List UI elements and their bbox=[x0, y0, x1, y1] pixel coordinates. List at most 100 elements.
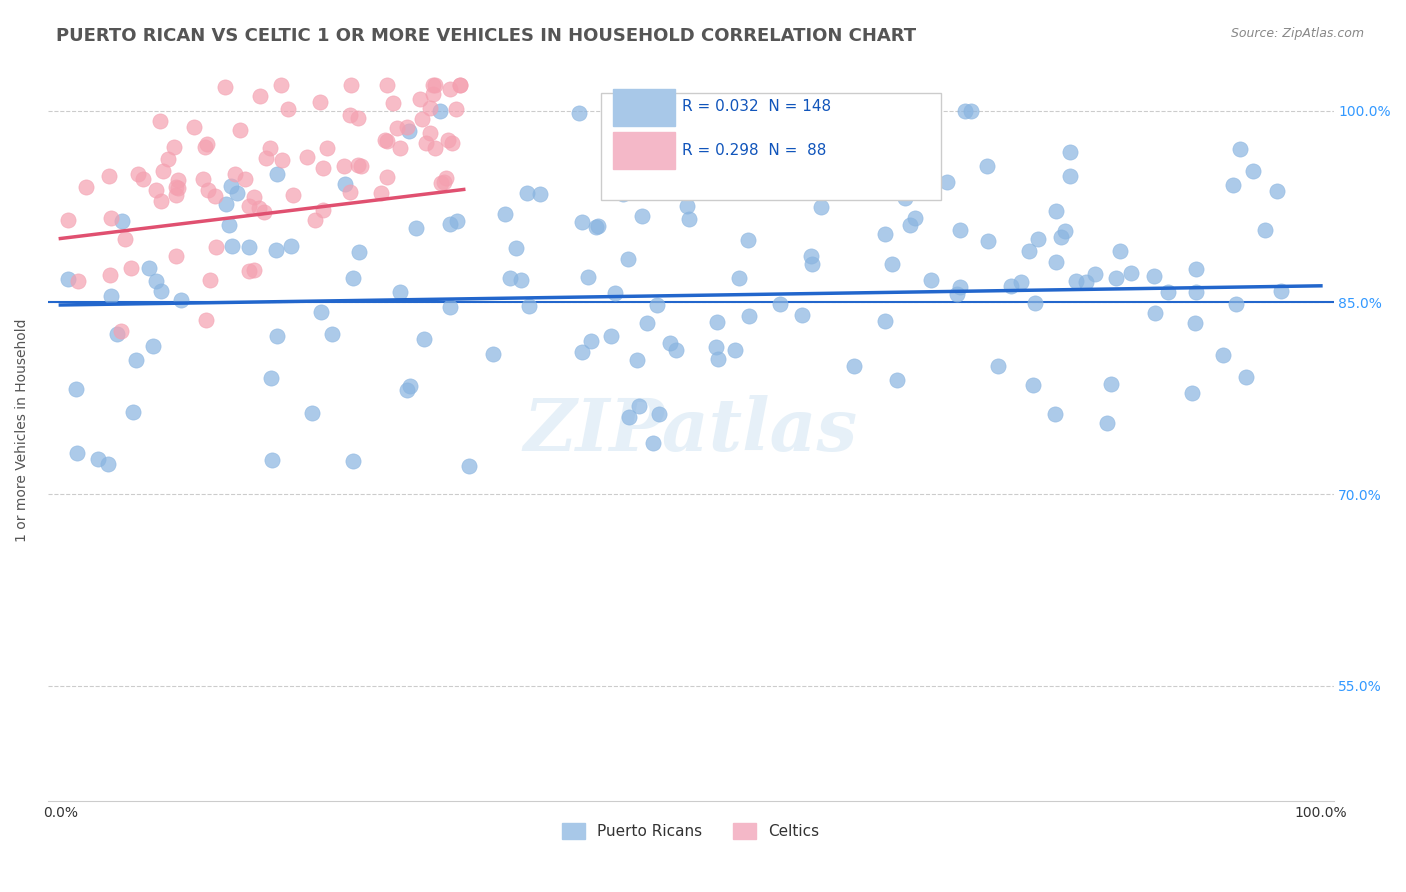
Point bbox=[145, 274, 167, 288]
Point bbox=[676, 199, 699, 213]
Point bbox=[347, 158, 370, 172]
Point bbox=[333, 178, 356, 192]
Point bbox=[221, 239, 243, 253]
Point bbox=[529, 187, 551, 202]
Point bbox=[1064, 273, 1087, 287]
Point bbox=[946, 286, 969, 301]
Point bbox=[66, 274, 89, 288]
Point bbox=[494, 207, 516, 221]
Point bbox=[408, 92, 430, 106]
Point bbox=[949, 280, 972, 294]
Point bbox=[586, 219, 609, 233]
Point bbox=[1229, 142, 1251, 156]
Point bbox=[197, 183, 219, 197]
Point bbox=[259, 141, 281, 155]
Point bbox=[396, 120, 419, 134]
Point bbox=[1184, 261, 1206, 276]
Point bbox=[1267, 184, 1289, 198]
Point bbox=[433, 175, 456, 189]
Point bbox=[375, 134, 398, 148]
Point bbox=[936, 175, 959, 189]
Point bbox=[769, 297, 792, 311]
Point bbox=[446, 102, 468, 116]
Point bbox=[568, 105, 591, 120]
Point bbox=[198, 272, 221, 286]
Point bbox=[204, 188, 226, 202]
Point bbox=[311, 161, 333, 176]
Point bbox=[374, 133, 396, 147]
Point bbox=[1095, 416, 1118, 430]
Point bbox=[388, 285, 411, 299]
Point bbox=[242, 189, 264, 203]
Point bbox=[706, 315, 728, 329]
Point bbox=[195, 312, 218, 326]
Point bbox=[617, 252, 640, 266]
Point bbox=[1105, 271, 1128, 285]
Point bbox=[224, 167, 246, 181]
Point bbox=[266, 329, 288, 343]
Point bbox=[170, 293, 193, 308]
Point bbox=[439, 82, 461, 96]
FancyBboxPatch shape bbox=[600, 93, 942, 201]
Point bbox=[382, 96, 405, 111]
Point bbox=[898, 218, 921, 232]
Point bbox=[1119, 266, 1142, 280]
Point bbox=[253, 204, 276, 219]
Point bbox=[132, 172, 155, 186]
Point bbox=[191, 172, 214, 186]
Point bbox=[612, 186, 634, 201]
Point bbox=[110, 324, 132, 338]
Point bbox=[238, 264, 260, 278]
Point bbox=[339, 108, 361, 122]
Point bbox=[1225, 297, 1247, 311]
Point bbox=[205, 239, 228, 253]
Point bbox=[517, 299, 540, 313]
Point bbox=[603, 285, 626, 300]
Point bbox=[949, 223, 972, 237]
Point bbox=[333, 160, 356, 174]
Point bbox=[163, 140, 186, 154]
Point bbox=[264, 243, 287, 257]
Point bbox=[1270, 285, 1292, 299]
Point bbox=[1101, 377, 1123, 392]
Point bbox=[1045, 408, 1067, 422]
Point bbox=[920, 272, 942, 286]
Point bbox=[150, 194, 173, 209]
Point bbox=[377, 78, 399, 92]
Point bbox=[419, 126, 441, 140]
Point bbox=[262, 453, 284, 467]
Point bbox=[439, 300, 461, 314]
Point bbox=[165, 180, 187, 194]
Point bbox=[1109, 244, 1132, 259]
Point bbox=[350, 159, 373, 173]
Point bbox=[65, 382, 87, 396]
Point bbox=[430, 176, 453, 190]
Point bbox=[425, 140, 447, 154]
Point bbox=[389, 141, 412, 155]
Point bbox=[439, 217, 461, 231]
Point bbox=[270, 153, 292, 167]
Point bbox=[387, 121, 409, 136]
Point bbox=[648, 407, 671, 421]
Point bbox=[1222, 178, 1244, 193]
Point bbox=[301, 406, 323, 420]
Point bbox=[578, 269, 600, 284]
Point bbox=[1241, 164, 1264, 178]
Point bbox=[75, 180, 97, 194]
Point bbox=[98, 169, 121, 183]
Point bbox=[342, 454, 364, 468]
Text: Source: ZipAtlas.com: Source: ZipAtlas.com bbox=[1230, 27, 1364, 40]
Point bbox=[1212, 348, 1234, 362]
Point bbox=[976, 160, 998, 174]
Point bbox=[724, 343, 747, 357]
Point bbox=[398, 124, 420, 138]
Point bbox=[347, 244, 370, 259]
Point bbox=[893, 191, 915, 205]
Point bbox=[627, 399, 650, 413]
Point bbox=[243, 263, 266, 277]
Point bbox=[571, 215, 593, 229]
Point bbox=[1084, 267, 1107, 281]
Point bbox=[405, 221, 427, 235]
Point bbox=[58, 213, 80, 227]
Point bbox=[800, 249, 823, 263]
